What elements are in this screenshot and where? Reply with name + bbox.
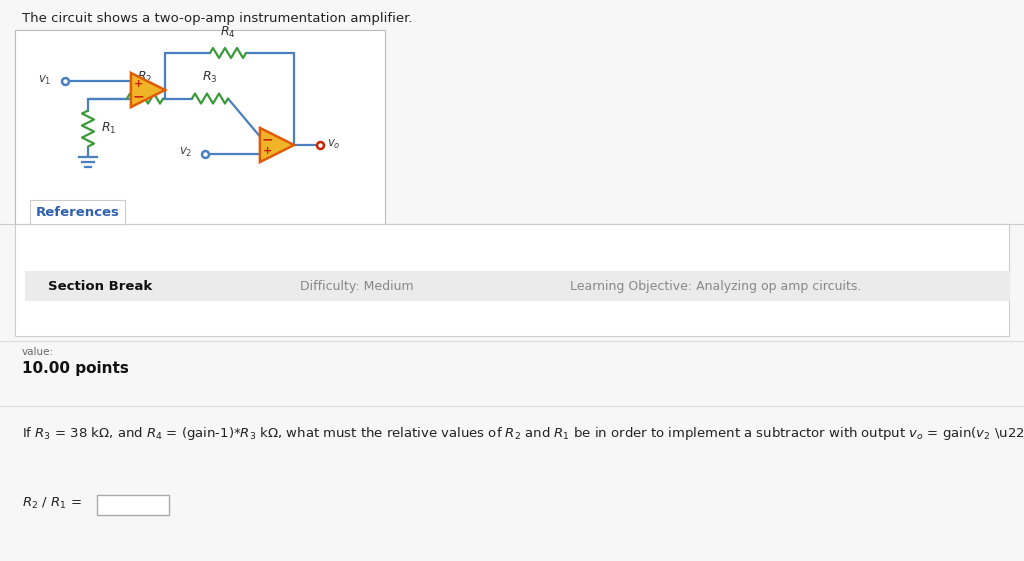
Text: Section Break: Section Break — [48, 279, 153, 292]
Text: $v_o$: $v_o$ — [327, 137, 341, 150]
Text: −: − — [262, 132, 273, 146]
FancyBboxPatch shape — [15, 30, 385, 230]
Text: −: − — [133, 89, 144, 103]
Text: $R_2$: $R_2$ — [137, 70, 153, 85]
FancyBboxPatch shape — [25, 271, 1010, 301]
Text: Learning Objective: Analyzing op amp circuits.: Learning Objective: Analyzing op amp cir… — [570, 279, 861, 292]
Polygon shape — [260, 128, 294, 162]
FancyBboxPatch shape — [15, 224, 1009, 336]
Text: References: References — [36, 205, 120, 218]
FancyBboxPatch shape — [30, 200, 125, 224]
Text: $R_4$: $R_4$ — [220, 25, 236, 40]
Text: Difficulty: Medium: Difficulty: Medium — [300, 279, 414, 292]
FancyBboxPatch shape — [97, 495, 169, 515]
Text: $v_1$: $v_1$ — [38, 74, 51, 87]
Text: The circuit shows a two-op-amp instrumentation amplifier.: The circuit shows a two-op-amp instrumen… — [22, 12, 413, 25]
Text: +: + — [134, 79, 143, 89]
Text: $v_2$: $v_2$ — [178, 146, 193, 159]
Text: value:: value: — [22, 347, 54, 357]
Text: 10.00 points: 10.00 points — [22, 361, 129, 376]
Text: $R_2$ / $R_1$ =: $R_2$ / $R_1$ = — [22, 495, 82, 511]
Text: $R_1$: $R_1$ — [101, 121, 117, 136]
Text: If $R_3$ = 38 k$\Omega$, and $R_4$ = (gain-1)*$R_3$ k$\Omega$, what must the rel: If $R_3$ = 38 k$\Omega$, and $R_4$ = (ga… — [22, 425, 1024, 442]
Text: $R_3$: $R_3$ — [202, 70, 218, 85]
Text: +: + — [263, 146, 272, 156]
Polygon shape — [131, 73, 165, 107]
